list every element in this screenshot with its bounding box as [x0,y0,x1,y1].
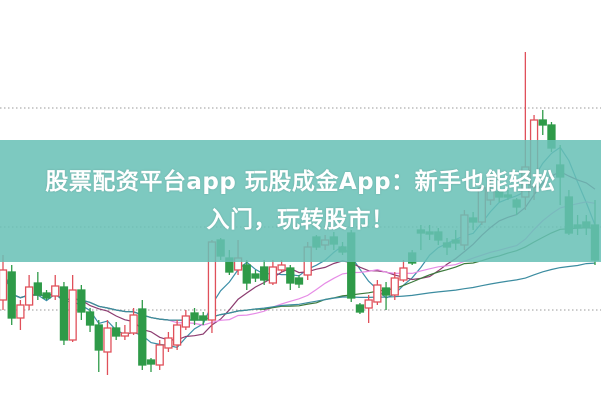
candle [181,310,190,330]
candle [364,295,373,323]
candle-body [190,312,199,321]
candle [68,275,77,342]
candle-body [199,315,208,321]
candle [294,275,304,288]
candle-body [68,289,77,341]
candle [373,280,382,305]
candle-body [129,314,138,334]
candle [7,265,16,325]
ma-line-60 [2,262,596,321]
candle [59,282,69,345]
candle-body [94,324,103,351]
candle [155,340,164,370]
candle [260,260,269,285]
candle [355,303,365,314]
candle-body [260,266,269,281]
candle-body [146,359,156,365]
candle-body [16,304,25,319]
candle [85,308,95,332]
candle [16,300,25,330]
candle [242,260,251,290]
candle [112,322,121,340]
candle [33,272,42,300]
candle [51,275,60,300]
candle-body [181,315,190,328]
candle-body [112,327,121,337]
candle [538,110,547,135]
candle-body [268,266,278,284]
candle-body [294,277,304,285]
candle-body [33,282,42,296]
headline-line-1: 股票配资平台app 玩股成金App：新手也能轻松 [45,169,556,195]
candle-body [0,269,8,301]
candle [286,265,295,290]
candle-body [399,267,408,281]
candle [0,255,8,310]
candle-body [538,119,547,126]
candle [94,320,103,372]
candle-body [164,337,173,349]
candle-body [103,327,112,353]
candle-body [286,267,295,284]
candle [277,260,286,272]
candle-body [373,284,382,303]
candle [199,312,208,325]
candle-body [381,287,391,296]
candle [77,285,86,320]
candle-body [251,273,260,279]
headline-line-2: 入门，玩转股市！ [206,207,395,233]
candle [146,358,156,372]
candle-body [42,292,51,299]
candle [251,270,260,282]
candle-body [155,344,164,366]
candle [138,300,147,370]
candle [172,320,182,350]
candle-body [242,264,251,284]
candle [24,275,34,310]
headline-banner: 股票配资平台app 玩股成金App：新手也能轻松 入门，玩转股市！ [0,140,601,262]
candle [120,325,130,340]
candle [268,260,278,285]
candle-body [59,286,69,341]
candle [164,332,173,352]
candle-body [355,304,365,313]
candle-body [85,311,95,326]
candle [129,308,138,335]
candle-body [364,299,373,309]
candle-body [390,277,399,296]
candle [399,260,408,282]
candle-body [51,285,60,297]
candle-body [77,289,86,313]
candle [190,308,199,325]
candle-body [120,332,130,337]
candle-body [138,308,147,366]
candle-body [277,264,286,271]
candle-body [7,271,16,319]
candle-body [172,324,182,346]
candle [103,320,112,375]
candle [381,282,391,310]
candle-body [24,286,34,306]
candle [390,272,399,300]
candle [42,290,51,300]
